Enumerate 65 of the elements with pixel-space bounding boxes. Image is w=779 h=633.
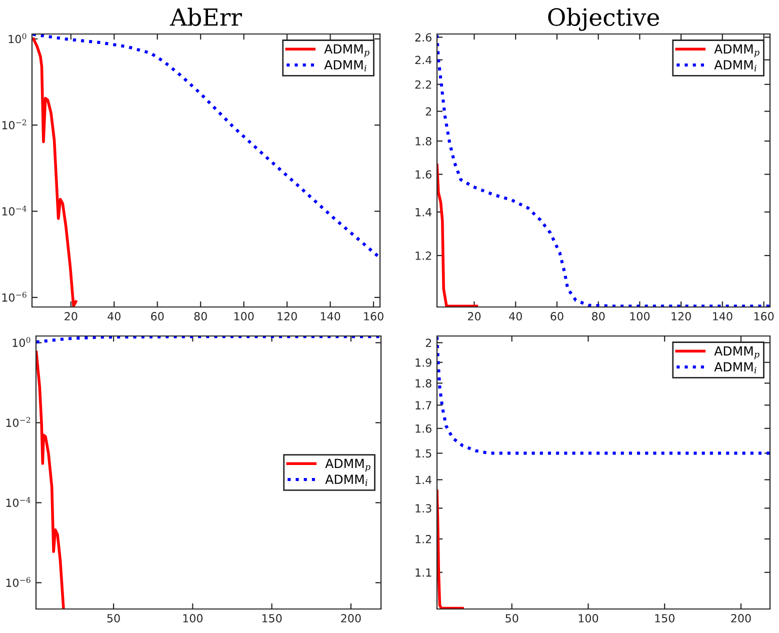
line-series xyxy=(32,38,78,307)
y-tick-label: 10$^{−4}$ xyxy=(2,206,26,216)
y-tick-label: 1.1 xyxy=(416,568,432,577)
y-tick-label: 10$^{−4}$ xyxy=(6,497,30,507)
y-tick-label: 1.8 xyxy=(416,379,432,388)
x-tick-label: 200 xyxy=(341,614,361,622)
y-tick-label: 1.5 xyxy=(416,449,432,458)
legend-label: ADMM$_{p}$ xyxy=(714,346,760,360)
legend-label: ADMM$_{i}$ xyxy=(325,474,368,486)
x-tick-label: 100 xyxy=(234,312,254,320)
x-tick-label: 60 xyxy=(550,312,564,320)
x-tick-label: 160 xyxy=(364,312,384,320)
x-tick-label: 80 xyxy=(194,312,207,320)
y-tick-label: 1.8 xyxy=(416,137,432,146)
chart-title: AbErr xyxy=(170,8,242,26)
x-tick-label: 40 xyxy=(509,312,522,320)
x-tick-label: 150 xyxy=(655,614,674,622)
y-tick-label: 1.3 xyxy=(416,504,432,513)
x-tick-label: 120 xyxy=(278,312,297,320)
y-tick-label: 2.2 xyxy=(415,80,432,89)
legend-label: ADMM$_{i}$ xyxy=(714,362,756,374)
y-tick-label: 1.4 xyxy=(416,476,432,484)
x-tick-label: 60 xyxy=(151,312,164,320)
y-tick-label: 10$^{−6}$ xyxy=(6,577,30,587)
x-tick-label: 160 xyxy=(754,312,774,320)
x-tick-label: 80 xyxy=(592,312,605,320)
y-tick-label: 1.7 xyxy=(416,401,432,410)
x-tick-label: 150 xyxy=(262,614,282,622)
legend-label: ADMM$_{i}$ xyxy=(324,60,366,72)
x-tick-label: 50 xyxy=(107,614,120,622)
legend-label: ADMM$_{p}$ xyxy=(325,458,370,472)
y-tick-label: 2.6 xyxy=(415,33,432,42)
legend-label: ADMM$_{p}$ xyxy=(324,44,370,58)
x-tick-label: 200 xyxy=(731,614,751,622)
y-tick-label: 10$^{0}$ xyxy=(8,33,26,44)
x-tick-label: 20 xyxy=(468,312,481,320)
line-series xyxy=(437,34,770,307)
x-tick-label: 140 xyxy=(320,312,340,320)
line-series xyxy=(36,350,65,609)
y-tick-label: 1.2 xyxy=(416,252,432,260)
x-tick-label: 40 xyxy=(108,312,120,320)
x-tick-label: 140 xyxy=(713,312,732,320)
x-tick-label: 50 xyxy=(506,614,518,622)
chart-title: Objective xyxy=(548,8,659,31)
y-tick-label: 1.6 xyxy=(416,424,432,433)
y-tick-label: 10$^{0}$ xyxy=(12,337,30,347)
y-tick-label: 10$^{−2}$ xyxy=(6,417,30,427)
y-tick-label: 10$^{−2}$ xyxy=(2,119,26,130)
y-tick-label: 2 xyxy=(426,338,432,347)
y-tick-label: 10$^{−6}$ xyxy=(2,292,26,302)
y-tick-label: 2 xyxy=(426,107,432,116)
x-tick-label: 100 xyxy=(578,614,598,622)
x-tick-label: 20 xyxy=(64,312,78,320)
x-tick-label: 120 xyxy=(672,312,691,320)
line-series xyxy=(437,164,478,307)
legend-label: ADMM$_{p}$ xyxy=(714,44,760,58)
y-tick-label: 1.4 xyxy=(416,208,432,216)
y-tick-label: 1.2 xyxy=(416,534,432,544)
x-tick-label: 100 xyxy=(183,614,203,622)
legend-label: ADMM$_{i}$ xyxy=(714,60,756,72)
line-series xyxy=(437,489,464,609)
y-tick-label: 2.4 xyxy=(415,56,432,64)
x-tick-label: 100 xyxy=(630,312,650,320)
y-tick-label: 1.6 xyxy=(416,170,432,179)
y-tick-label: 1.9 xyxy=(416,358,432,367)
